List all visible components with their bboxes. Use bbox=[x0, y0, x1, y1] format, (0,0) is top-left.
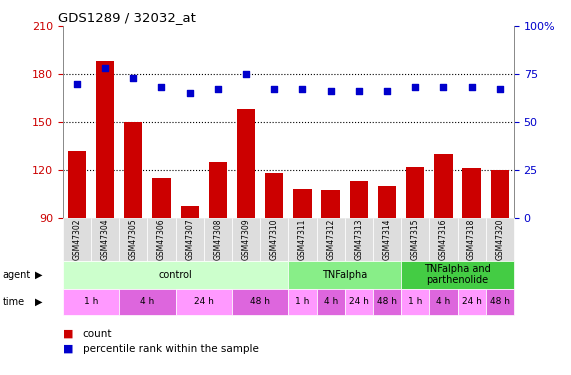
Text: 1 h: 1 h bbox=[84, 297, 98, 306]
Text: agent: agent bbox=[3, 270, 31, 280]
Text: GSM47305: GSM47305 bbox=[129, 218, 138, 260]
Text: 24 h: 24 h bbox=[349, 297, 369, 306]
Text: ■: ■ bbox=[63, 329, 73, 339]
Point bbox=[495, 86, 504, 92]
Point bbox=[354, 88, 363, 94]
Text: GSM47307: GSM47307 bbox=[185, 218, 194, 260]
Text: GSM47308: GSM47308 bbox=[214, 218, 222, 260]
Bar bbox=[152, 178, 171, 218]
Text: 4 h: 4 h bbox=[140, 297, 155, 306]
Bar bbox=[321, 190, 340, 217]
Point bbox=[383, 88, 392, 94]
Bar bbox=[209, 162, 227, 218]
Text: GSM47304: GSM47304 bbox=[100, 218, 110, 260]
Text: GSM47310: GSM47310 bbox=[270, 218, 279, 260]
Text: GSM47314: GSM47314 bbox=[383, 218, 392, 260]
Text: 4 h: 4 h bbox=[436, 297, 451, 306]
Point bbox=[185, 90, 194, 96]
Text: GSM47309: GSM47309 bbox=[242, 218, 251, 260]
Point bbox=[242, 71, 251, 77]
Bar bbox=[463, 168, 481, 217]
Text: GSM47320: GSM47320 bbox=[495, 218, 504, 260]
Text: control: control bbox=[159, 270, 192, 280]
Text: TNFalpha: TNFalpha bbox=[322, 270, 367, 280]
Text: ▶: ▶ bbox=[35, 297, 43, 307]
Text: GSM47313: GSM47313 bbox=[355, 218, 363, 260]
Bar bbox=[265, 173, 283, 217]
Bar bbox=[124, 122, 142, 218]
Bar bbox=[180, 206, 199, 218]
Text: percentile rank within the sample: percentile rank within the sample bbox=[83, 344, 259, 354]
Text: GSM47316: GSM47316 bbox=[439, 218, 448, 260]
Point bbox=[298, 86, 307, 92]
Text: GSM47311: GSM47311 bbox=[298, 218, 307, 260]
Bar bbox=[237, 109, 255, 217]
Point bbox=[100, 65, 110, 71]
Text: GSM47315: GSM47315 bbox=[411, 218, 420, 260]
Text: 48 h: 48 h bbox=[377, 297, 397, 306]
Text: ■: ■ bbox=[63, 344, 73, 354]
Text: 4 h: 4 h bbox=[324, 297, 338, 306]
Bar bbox=[490, 170, 509, 217]
Point bbox=[270, 86, 279, 92]
Text: count: count bbox=[83, 329, 112, 339]
Text: 48 h: 48 h bbox=[250, 297, 270, 306]
Point bbox=[73, 81, 82, 87]
Text: GSM47312: GSM47312 bbox=[326, 218, 335, 260]
Text: 24 h: 24 h bbox=[194, 297, 214, 306]
Point bbox=[439, 84, 448, 90]
Text: 24 h: 24 h bbox=[462, 297, 481, 306]
Bar bbox=[435, 154, 453, 218]
Bar bbox=[378, 186, 396, 218]
Bar bbox=[96, 61, 114, 217]
Text: ▶: ▶ bbox=[35, 270, 43, 280]
Point bbox=[128, 75, 138, 81]
Text: GSM47302: GSM47302 bbox=[73, 218, 82, 260]
Text: GSM47318: GSM47318 bbox=[467, 218, 476, 260]
Bar bbox=[293, 189, 312, 217]
Text: 48 h: 48 h bbox=[490, 297, 510, 306]
Text: 1 h: 1 h bbox=[295, 297, 309, 306]
Point bbox=[411, 84, 420, 90]
Text: TNFalpha and
parthenolide: TNFalpha and parthenolide bbox=[424, 264, 491, 285]
Point bbox=[157, 84, 166, 90]
Bar bbox=[68, 150, 86, 217]
Text: GDS1289 / 32032_at: GDS1289 / 32032_at bbox=[58, 11, 196, 24]
Text: GSM47306: GSM47306 bbox=[157, 218, 166, 260]
Bar bbox=[406, 166, 424, 218]
Text: 1 h: 1 h bbox=[408, 297, 423, 306]
Point bbox=[214, 86, 223, 92]
Point bbox=[326, 88, 335, 94]
Point bbox=[467, 84, 476, 90]
Text: time: time bbox=[3, 297, 25, 307]
Bar bbox=[349, 181, 368, 218]
